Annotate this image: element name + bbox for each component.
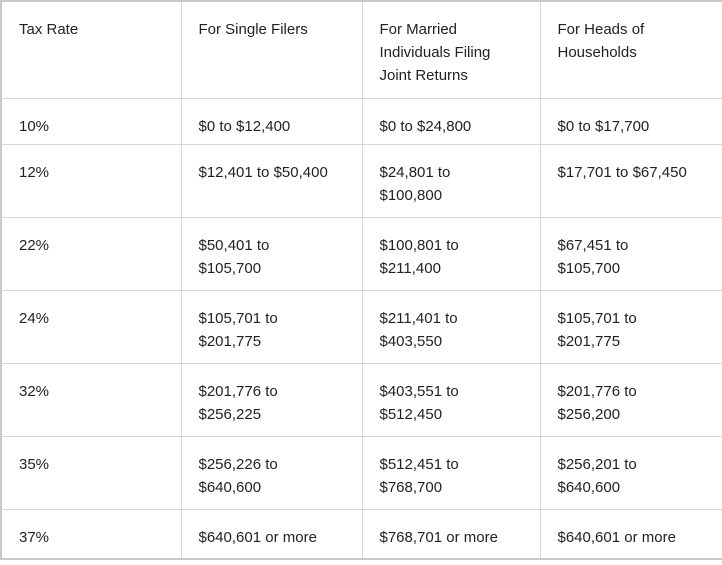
cell-married-joint: $100,801 to $211,400: [361, 216, 541, 291]
table-row: 32% $201,776 to $256,225 $403,551 to $51…: [0, 362, 722, 437]
cell-single-filers: $50,401 to $105,700: [180, 216, 363, 291]
header-cell-tax-rate: Tax Rate: [0, 0, 182, 99]
table-row: 24% $105,701 to $201,775 $211,401 to $40…: [0, 289, 722, 364]
table-row: 12% $12,401 to $50,400 $24,801 to $100,8…: [0, 143, 722, 218]
cell-heads-household: $201,776 to $256,200: [539, 362, 722, 437]
cell-married-joint: $211,401 to $403,550: [361, 289, 541, 364]
cell-single-filers: $12,401 to $50,400: [180, 143, 363, 218]
header-cell-heads-household: For Heads of Households: [539, 0, 722, 99]
cell-heads-household: $67,451 to $105,700: [539, 216, 722, 291]
cell-tax-rate: 32%: [0, 362, 182, 437]
cell-single-filers: $0 to $12,400: [180, 97, 363, 145]
table-row: 37% $640,601 or more $768,701 or more $6…: [0, 508, 722, 560]
header-cell-single-filers: For Single Filers: [180, 0, 363, 99]
table-row: 22% $50,401 to $105,700 $100,801 to $211…: [0, 216, 722, 291]
table-row: 35% $256,226 to $640,600 $512,451 to $76…: [0, 435, 722, 510]
cell-single-filers: $105,701 to $201,775: [180, 289, 363, 364]
cell-tax-rate: 35%: [0, 435, 182, 510]
cell-heads-household: $17,701 to $67,450: [539, 143, 722, 218]
cell-married-joint: $0 to $24,800: [361, 97, 541, 145]
cell-heads-household: $0 to $17,700: [539, 97, 722, 145]
cell-heads-household: $105,701 to $201,775: [539, 289, 722, 364]
cell-married-joint: $24,801 to $100,800: [361, 143, 541, 218]
cell-tax-rate: 24%: [0, 289, 182, 364]
cell-married-joint: $768,701 or more: [361, 508, 541, 560]
cell-heads-household: $256,201 to $640,600: [539, 435, 722, 510]
cell-married-joint: $512,451 to $768,700: [361, 435, 541, 510]
cell-tax-rate: 10%: [0, 97, 182, 145]
cell-heads-household: $640,601 or more: [539, 508, 722, 560]
cell-single-filers: $640,601 or more: [180, 508, 363, 560]
cell-single-filers: $256,226 to $640,600: [180, 435, 363, 510]
cell-single-filers: $201,776 to $256,225: [180, 362, 363, 437]
header-cell-married-joint: For Married Individuals Filing Joint Ret…: [361, 0, 541, 99]
cell-tax-rate: 37%: [0, 508, 182, 560]
table-header-row: Tax Rate For Single Filers For Married I…: [0, 0, 722, 99]
cell-tax-rate: 22%: [0, 216, 182, 291]
cell-tax-rate: 12%: [0, 143, 182, 218]
cell-married-joint: $403,551 to $512,450: [361, 362, 541, 437]
table-row: 10% $0 to $12,400 $0 to $24,800 $0 to $1…: [0, 97, 722, 145]
